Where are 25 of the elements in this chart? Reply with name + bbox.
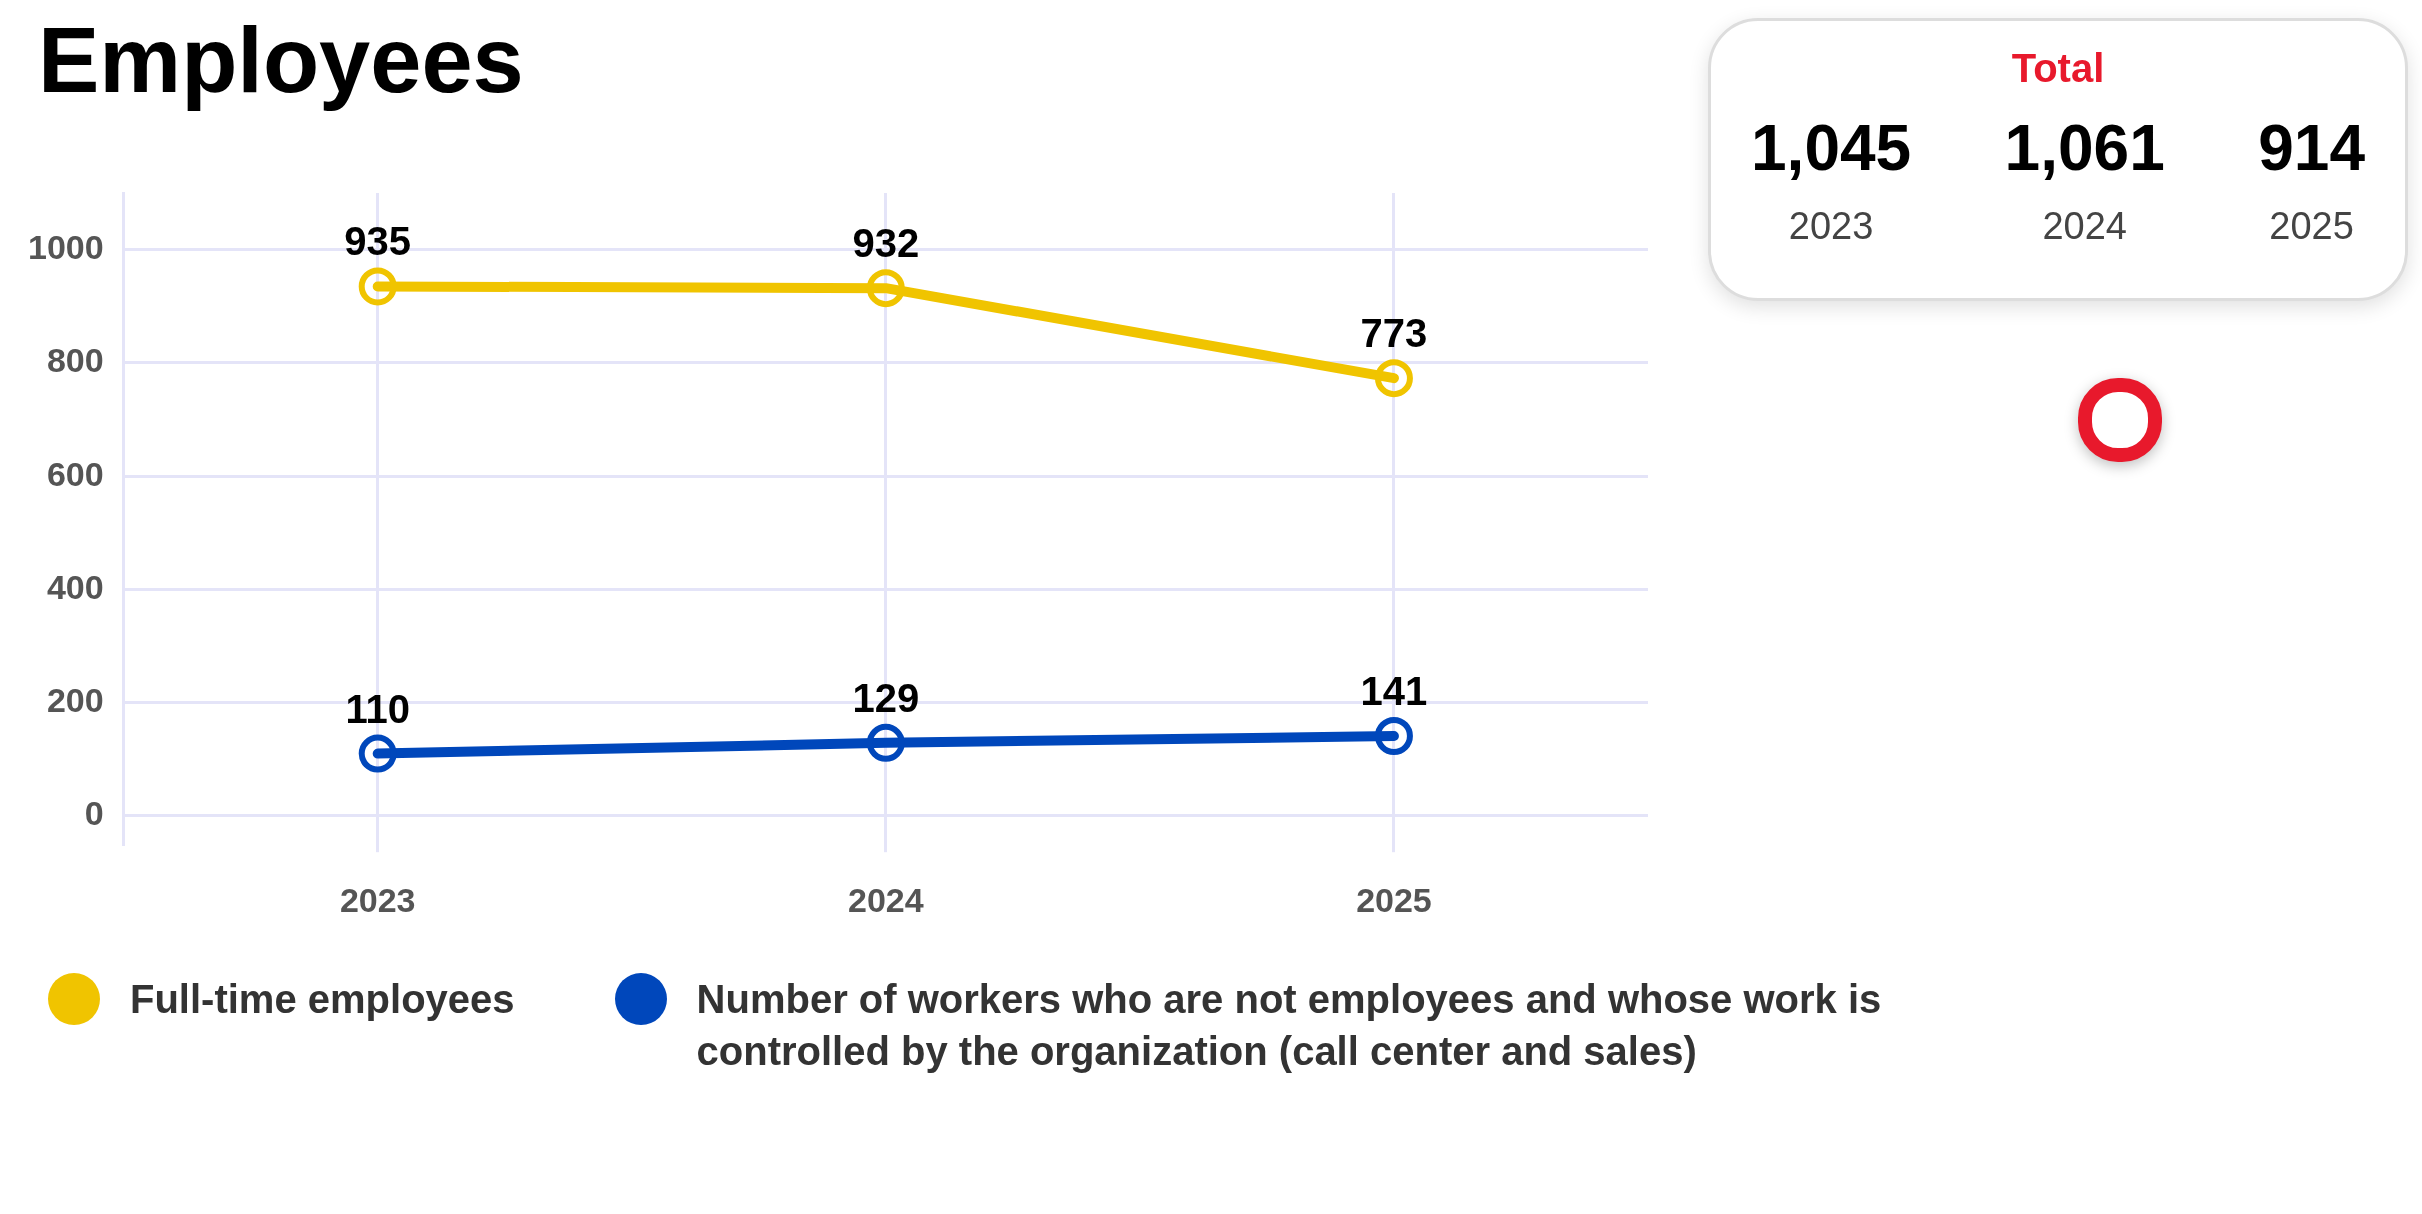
x-tick-label: 2025 (1356, 880, 1432, 919)
y-tick-label: 0 (84, 794, 104, 833)
x-tick-label: 2024 (848, 880, 924, 919)
y-tick-label: 800 (46, 341, 104, 380)
text: 914 (2258, 112, 2365, 184)
legend-label: Number of workers who are not employees and whose work is controlled by the organization (call center and sales) (696, 976, 1883, 1075)
y-tick-label: 200 (46, 681, 104, 720)
category-label: 2023 (1788, 205, 1874, 247)
data-label: 129 (852, 675, 920, 720)
y-tick-label: 600 (46, 454, 104, 493)
y-tick-label: 1000 (28, 228, 104, 266)
data-label: 932 (852, 221, 920, 266)
data-label: 141 (1360, 669, 1428, 714)
text: 1,045 (1751, 112, 1912, 184)
legend-label: Full-time employees (130, 976, 515, 1023)
category-label: 2025 (2269, 205, 2354, 247)
category-label: 2024 (2042, 205, 2127, 247)
text: 1,061 (2004, 112, 2165, 184)
text: Total (2010, 46, 2106, 91)
x-tick-label: 2023 (339, 880, 416, 919)
y-tick-label: 400 (46, 567, 104, 606)
chart-title: Employees (38, 8, 525, 113)
data-label: 935 (344, 219, 412, 264)
data-label: 110 (345, 686, 410, 731)
data-label: 773 (1360, 311, 1428, 356)
